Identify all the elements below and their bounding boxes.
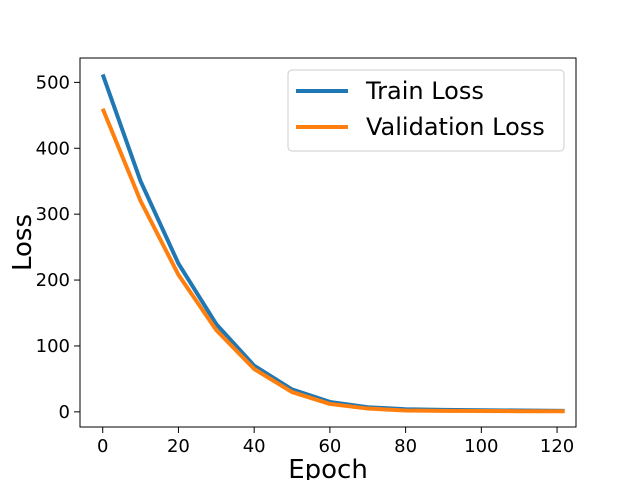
ticks-layer: 0 20 40 60 80 100 120 0 100 200 300 400 500: [36, 72, 575, 457]
x-tick-label: 80: [394, 436, 417, 457]
legend-label-validation-loss: Validation Loss: [366, 113, 545, 141]
y-tick-label: 100: [36, 336, 70, 357]
legend: Train Loss Validation Loss: [287, 69, 565, 152]
y-tick-label: 500: [36, 72, 70, 93]
plot-frame: [79, 57, 577, 428]
y-tick-label: 200: [36, 270, 70, 291]
y-tick-label: 400: [36, 138, 70, 159]
x-tick-label: 100: [464, 436, 498, 457]
legend-label-train-loss: Train Loss: [365, 77, 484, 105]
y-tick-label: 0: [59, 402, 70, 423]
x-axis-title: Epoch: [288, 455, 368, 480]
x-tick-label: 40: [243, 436, 266, 457]
x-tick-label: 20: [167, 436, 190, 457]
x-tick-label: 60: [318, 436, 341, 457]
y-axis-title: Loss: [8, 214, 38, 271]
y-tick-label: 300: [36, 204, 70, 225]
series-line-validation-loss: [100, 107, 565, 414]
x-tick-label: 0: [97, 436, 108, 457]
series-layer: [100, 73, 565, 414]
x-tick-label: 120: [540, 436, 574, 457]
legend-box: [287, 69, 565, 152]
